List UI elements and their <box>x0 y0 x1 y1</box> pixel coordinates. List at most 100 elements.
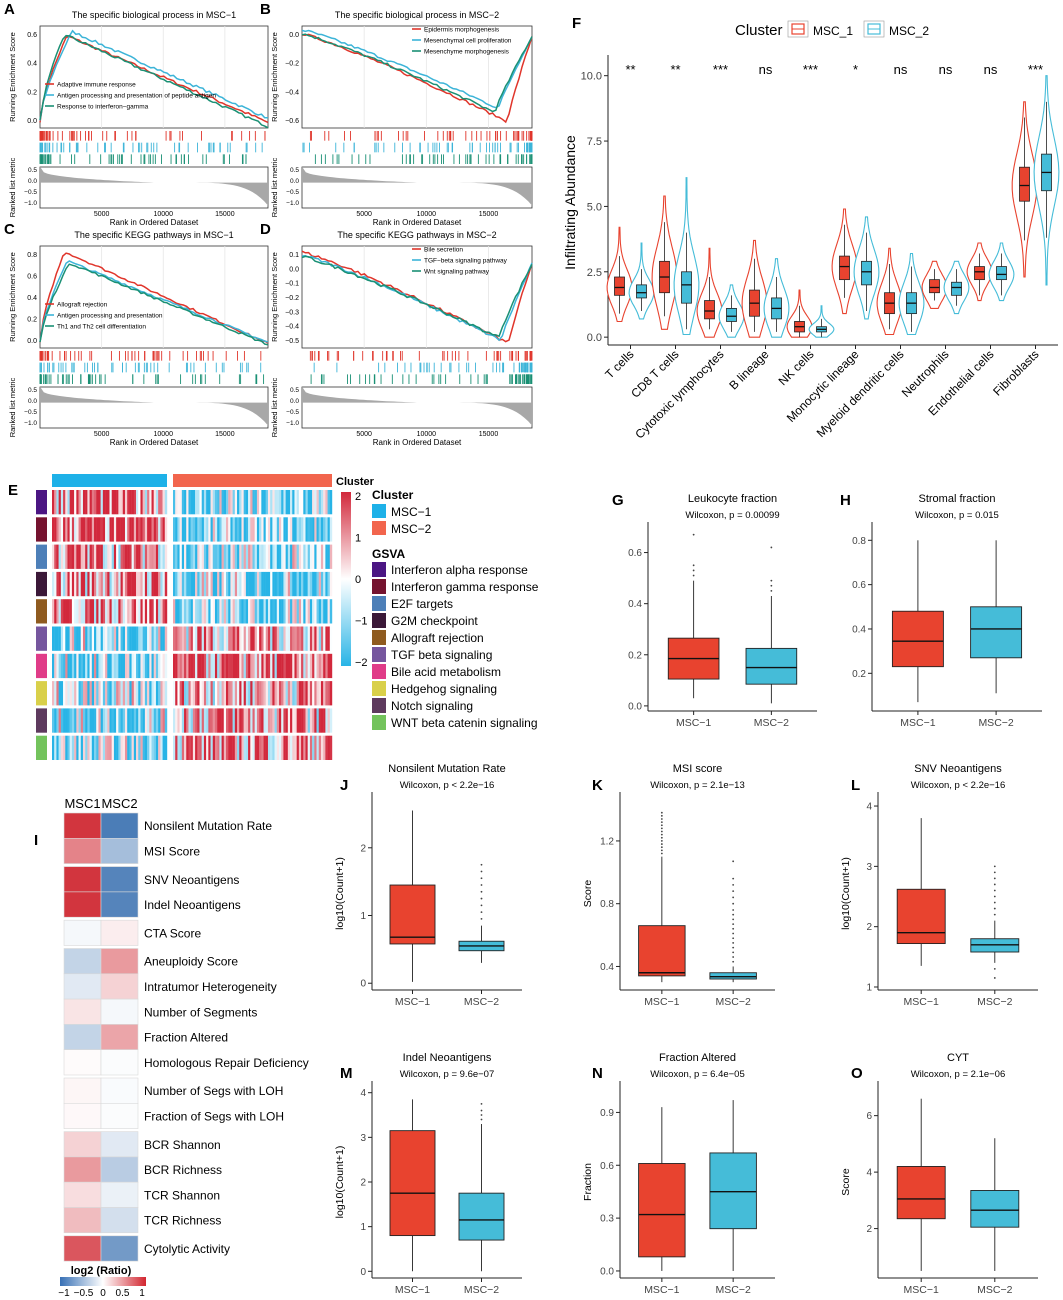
heatmap-cell <box>82 571 86 597</box>
heatmap-cell <box>80 571 84 597</box>
heatmap-cell <box>281 681 284 706</box>
heatmap-cell <box>102 490 106 515</box>
heatmap-cell <box>100 653 104 679</box>
outlier-point <box>480 1109 483 1112</box>
row-label: TCR Richness <box>144 1214 221 1228</box>
heatmap-cell <box>144 626 148 651</box>
heatmap-cell <box>111 517 115 542</box>
heatmap-cell <box>256 681 260 706</box>
test-label: Wilcoxon, p = 0.015 <box>915 510 999 521</box>
heatmap-cell <box>122 517 126 542</box>
y-axis-label: Running Enrichment Score <box>270 32 279 122</box>
heatmap-cell <box>301 653 304 679</box>
ratio-cell <box>63 1077 102 1104</box>
heatmap-cell <box>195 708 198 733</box>
heatmap-cell <box>290 708 293 733</box>
heatmap-cell <box>192 571 196 597</box>
heatmap-cell <box>52 517 55 542</box>
heatmap-cell <box>201 735 205 760</box>
heatmap-cell <box>164 490 168 515</box>
colorbar-tick: 1 <box>355 533 361 545</box>
heatmap-cell <box>120 490 123 515</box>
heatmap-cell <box>144 490 148 515</box>
heatmap-cell <box>274 517 277 542</box>
y-tick-label: 0.0 <box>289 266 299 273</box>
heatmap-cell <box>181 653 185 679</box>
heatmap-cell <box>175 626 178 651</box>
heatmap-cell <box>274 653 277 679</box>
heatmap-cell <box>131 708 135 733</box>
heatmap-cell <box>80 490 84 515</box>
heatmap-cell <box>74 708 77 733</box>
heatmap-cell <box>292 681 295 706</box>
heatmap-cell <box>151 653 154 679</box>
heatmap-cell <box>155 681 159 706</box>
heatmap-cell <box>65 681 68 706</box>
heatmap-cell <box>320 626 324 651</box>
heatmap-cell <box>175 708 178 733</box>
heatmap-cell <box>212 599 216 624</box>
heatmap-cell <box>309 571 313 597</box>
heatmap-cell <box>177 681 180 706</box>
heatmap-cell <box>256 571 260 597</box>
heatmap-cell <box>133 626 137 651</box>
heatmap-cell <box>160 735 163 760</box>
heatmap-cell <box>131 681 135 706</box>
heatmap-cell <box>58 571 62 597</box>
heatmap-cell <box>195 544 198 569</box>
heatmap-cell <box>78 490 81 515</box>
heatmap-cell <box>69 735 73 760</box>
heatmap-cell <box>267 708 271 733</box>
heatmap-cell <box>153 681 157 706</box>
heatmap-cell <box>263 599 266 624</box>
heatmap-cell <box>203 708 207 733</box>
heatmap-cell <box>318 544 322 569</box>
heatmap-cell <box>71 490 75 515</box>
heatmap-cell <box>199 735 202 760</box>
heatmap-cell <box>245 681 249 706</box>
heatmap-cell <box>305 708 308 733</box>
heatmap-cell <box>252 735 255 760</box>
heatmap-cell <box>263 626 266 651</box>
heatmap-cell <box>265 626 269 651</box>
row-label: Number of Segments <box>144 1005 257 1019</box>
heatmap-cell <box>63 544 66 569</box>
heatmap-cell <box>105 599 108 624</box>
row-label: CTA Score <box>144 926 201 940</box>
heatmap-cell <box>94 653 97 679</box>
outlier-point <box>732 951 735 954</box>
rank-frame <box>301 166 533 209</box>
heatmap-cell <box>107 735 110 760</box>
heatmap-cell <box>96 708 99 733</box>
heatmap-cell <box>197 653 200 679</box>
heatmap-cell <box>272 571 275 597</box>
heatmap-cell <box>309 544 313 569</box>
heatmap-cell <box>164 681 168 706</box>
heatmap-cell <box>327 626 330 651</box>
x-tick-label: MSC−1 <box>395 1284 430 1296</box>
heatmap-cell <box>56 626 59 651</box>
heatmap-cell <box>250 544 253 569</box>
colorbar-tick: 2 <box>355 491 361 503</box>
x-tick-label: Cytotoxic lymphocytes <box>632 347 726 441</box>
heatmap-cell <box>74 653 77 679</box>
heatmap-cell <box>136 571 139 597</box>
panel-letter: O <box>851 1065 863 1082</box>
heatmap-cell <box>124 708 128 733</box>
heatmap-cell <box>184 653 187 679</box>
significance-label: ** <box>670 62 680 77</box>
heatmap-cell <box>109 653 112 679</box>
y-tick-label: 0.0 <box>587 332 602 344</box>
heatmap-cell <box>292 544 295 569</box>
outlier-point <box>692 569 695 572</box>
x-tick-label: 5000 <box>94 431 110 438</box>
y-tick-label: 0.0 <box>600 1266 614 1277</box>
heatmap-cell <box>181 517 185 542</box>
heatmap-cell <box>272 735 275 760</box>
heatmap-cell <box>65 571 68 597</box>
heatmap-cell <box>160 544 163 569</box>
heatmap-cell <box>85 708 88 733</box>
heatmap-cell <box>212 708 216 733</box>
heatmap-cell <box>127 653 130 679</box>
